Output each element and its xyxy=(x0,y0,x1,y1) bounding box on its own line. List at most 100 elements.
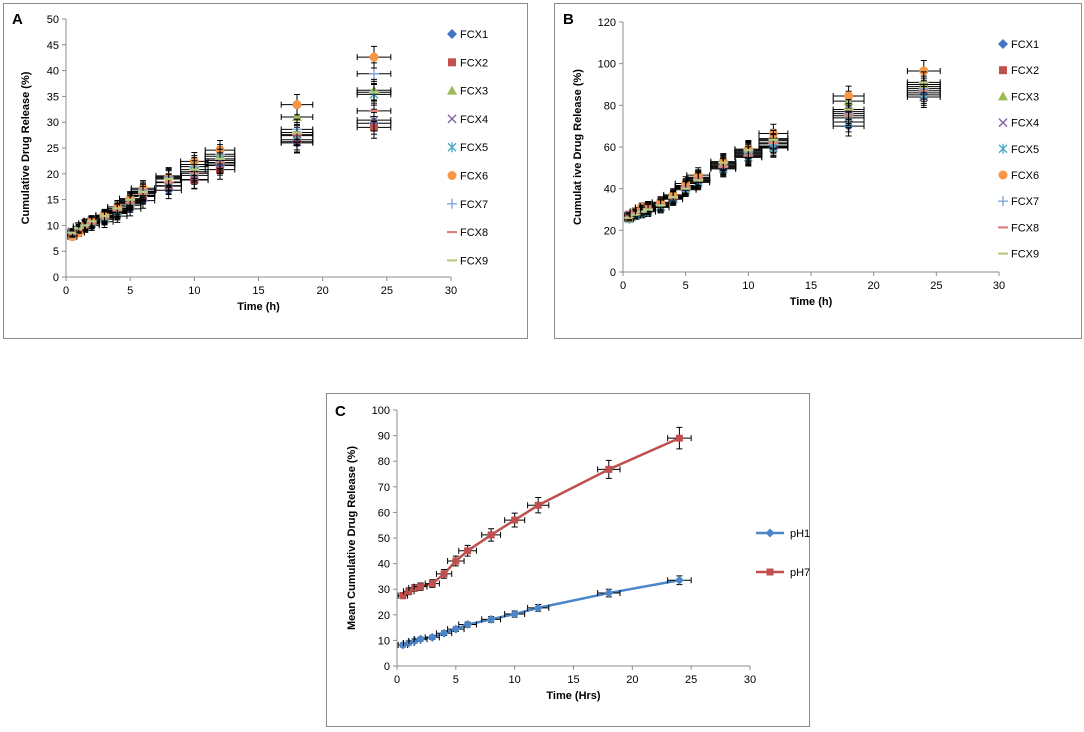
chart-a-svg: A 0 5 10 15 20 25 30 35 40 45 50 0 5 10 15 20 25 30 Time (… xyxy=(12,11,488,313)
data-point-c-pH7.4 xyxy=(428,580,436,588)
legend-label-a-FCX3: FCX3 xyxy=(460,86,488,98)
data-point-c-pH7.4 xyxy=(411,584,419,592)
x-tick-label-c: 25 xyxy=(685,674,697,686)
legend-entry-b-FCX7: FCX7 xyxy=(998,196,1039,208)
data-point-c-pH7.4 xyxy=(511,516,519,524)
x-tick-label-a: 25 xyxy=(381,285,393,297)
series-c-pH1.2 xyxy=(397,575,692,650)
legend-label-c-pH1.2: pH1.2 xyxy=(790,528,811,540)
legend-symbol-c-pH7.4 xyxy=(766,568,774,576)
legend-symbol-a-FCX7 xyxy=(447,198,457,209)
y-tick-label-c: 90 xyxy=(378,431,390,443)
legend-label-b-FCX5: FCX5 xyxy=(1011,144,1039,156)
data-point-c-pH7.4 xyxy=(675,434,683,442)
y-axis-title-c: Mean Cumulative Drug Release (%) xyxy=(346,446,358,630)
y-tick-label-b: 0 xyxy=(610,267,616,279)
legend-label-a-FCX8: FCX8 xyxy=(460,227,488,239)
y-tick-label-b: 40 xyxy=(604,184,616,196)
data-point-b-FCX6 xyxy=(919,66,929,76)
data-point-c-pH7.4 xyxy=(534,501,542,509)
legend-symbol-c-pH1.2 xyxy=(765,528,775,538)
y-tick-label-b: 120 xyxy=(598,17,616,29)
x-axis-title-c: Time (Hrs) xyxy=(546,690,601,702)
legend-symbol-a-FCX2 xyxy=(448,58,456,67)
data-point-c-pH1.2 xyxy=(533,603,543,613)
legend-symbol-b-FCX6 xyxy=(998,170,1008,180)
legend-symbol-b-FCX2 xyxy=(999,66,1007,75)
y-axis-title-a: Cumulative Drug Release (%) xyxy=(20,71,32,224)
legend-entry-a-FCX3: FCX3 xyxy=(447,85,488,98)
y-tick-label-a: 10 xyxy=(47,220,59,232)
legend-label-a-FCX7: FCX7 xyxy=(460,199,488,211)
series-c-pH7.4 xyxy=(397,426,692,600)
series-a-FCX1 xyxy=(67,111,392,241)
panel-b-chart: B 0 20 40 60 80 100 120 0 5 10 15 20 25 30 Time (h) Cum… xyxy=(554,3,1082,339)
y-tick-label-a: 40 xyxy=(47,66,59,78)
x-tick-label-a: 0 xyxy=(63,285,69,297)
legend-label-b-FCX1: FCX1 xyxy=(1011,39,1039,51)
y-tick-label-a: 35 xyxy=(47,91,59,103)
y-tick-label-c: 60 xyxy=(378,507,390,519)
legend-label-a-FCX4: FCX4 xyxy=(460,114,488,126)
x-tick-label-a: 30 xyxy=(445,285,457,297)
y-tick-label-c: 0 xyxy=(384,661,390,673)
data-point-c-pH1.2 xyxy=(427,632,437,642)
legend-label-b-FCX7: FCX7 xyxy=(1011,196,1039,208)
x-tick-label-c: 30 xyxy=(744,674,756,686)
legend-label-a-FCX9: FCX9 xyxy=(460,255,488,267)
x-tick-label-c: 10 xyxy=(509,674,521,686)
y-tick-label-b: 60 xyxy=(604,142,616,154)
series-a-FCX8 xyxy=(67,99,392,238)
x-tick-label-c: 0 xyxy=(394,674,400,686)
legend-entry-b-FCX1: FCX1 xyxy=(998,39,1039,51)
y-tick-label-a: 45 xyxy=(47,40,59,52)
legend-entry-b-FCX4: FCX4 xyxy=(998,118,1039,130)
legend-label-a-FCX6: FCX6 xyxy=(460,171,488,183)
x-tick-label-b: 15 xyxy=(805,280,817,292)
data-point-c-pH1.2 xyxy=(510,609,520,619)
x-tick-label-c: 15 xyxy=(567,674,579,686)
legend-symbol-b-FCX5 xyxy=(998,143,1008,154)
legend-label-b-FCX9: FCX9 xyxy=(1011,249,1039,261)
legend-entry-b-FCX2: FCX2 xyxy=(999,65,1039,77)
legend-label-b-FCX6: FCX6 xyxy=(1011,170,1039,182)
data-point-c-pH7.4 xyxy=(440,570,448,578)
y-tick-label-a: 0 xyxy=(53,272,59,284)
legend-label-a-FCX5: FCX5 xyxy=(460,142,488,154)
legend-entry-a-FCX7: FCX7 xyxy=(447,198,488,211)
data-point-c-pH1.2 xyxy=(410,636,420,646)
legend-label-a-FCX1: FCX1 xyxy=(460,29,488,41)
legend-label-c-pH7.4: pH7.4 xyxy=(790,567,811,579)
legend-symbol-a-FCX4 xyxy=(447,114,457,124)
legend-symbol-a-FCX6 xyxy=(447,171,457,180)
y-tick-label-a: 25 xyxy=(47,143,59,155)
legend-symbol-b-FCX4 xyxy=(998,118,1008,128)
data-point-c-pH7.4 xyxy=(452,557,460,565)
y-tick-label-c: 20 xyxy=(378,610,390,622)
data-point-b-FCX6 xyxy=(844,91,854,101)
panel-letter-a: A xyxy=(12,11,23,28)
y-tick-label-b: 100 xyxy=(598,59,616,71)
y-tick-label-c: 80 xyxy=(378,456,390,468)
x-tick-label-a: 20 xyxy=(317,285,329,297)
data-point-c-pH7.4 xyxy=(399,592,407,600)
legend-entry-a-FCX6: FCX6 xyxy=(447,171,488,183)
legend-entry-a-FCX5: FCX5 xyxy=(447,142,488,154)
data-point-c-pH7.4 xyxy=(464,547,472,555)
legend-label-b-FCX4: FCX4 xyxy=(1011,118,1039,130)
data-point-c-pH7.4 xyxy=(605,465,613,473)
legend-entry-b-FCX5: FCX5 xyxy=(998,143,1039,156)
chart-c-svg: C 0 10 20 30 40 50 60 70 80 90 100 0 5 10 15 20 25 30 Time… xyxy=(335,403,811,702)
legend-symbol-a-FCX3 xyxy=(447,85,457,95)
legend-entry-c-pH1.2: pH1.2 xyxy=(756,528,811,540)
legend-label-b-FCX3: FCX3 xyxy=(1011,91,1039,103)
x-tick-label-b: 10 xyxy=(742,280,754,292)
x-tick-label-a: 10 xyxy=(188,285,200,297)
data-point-a-FCX6 xyxy=(369,52,379,62)
series-b-FCX9 xyxy=(624,71,941,222)
data-point-c-pH1.2 xyxy=(416,634,426,644)
series-a-FCX9 xyxy=(67,80,392,237)
y-tick-label-a: 5 xyxy=(53,246,59,258)
x-tick-label-b: 30 xyxy=(993,280,1005,292)
data-point-c-pH1.2 xyxy=(451,624,461,634)
